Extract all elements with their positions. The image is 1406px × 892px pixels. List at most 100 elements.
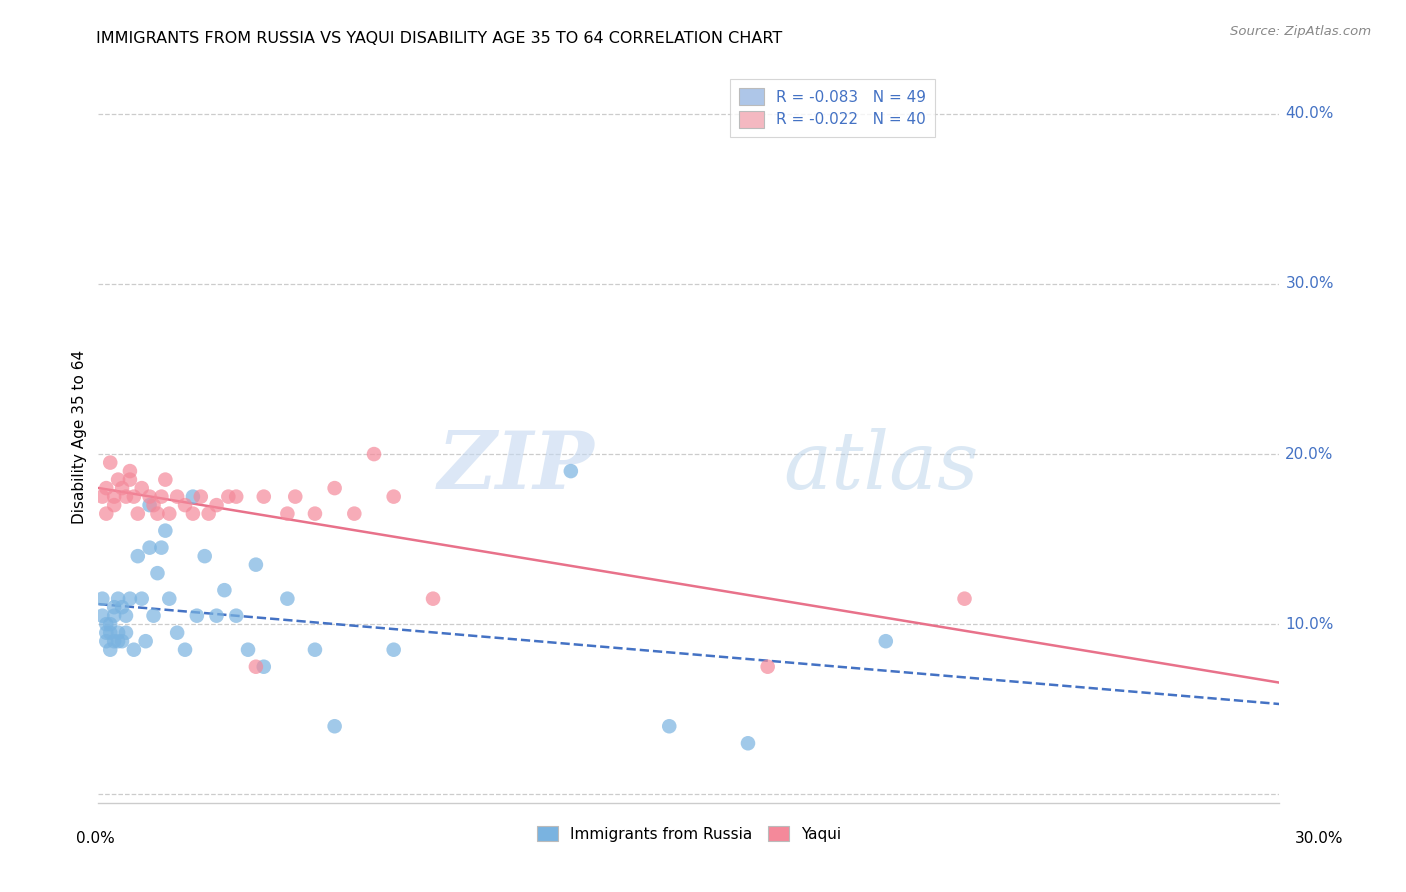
Point xyxy=(205,608,228,623)
Point xyxy=(225,490,247,504)
Point xyxy=(756,659,779,673)
Point xyxy=(953,591,976,606)
Point xyxy=(96,634,118,648)
Point xyxy=(96,507,118,521)
Point xyxy=(98,617,121,632)
Point xyxy=(96,625,118,640)
Point xyxy=(118,464,141,478)
Point xyxy=(122,490,145,504)
Point xyxy=(343,507,366,521)
Point xyxy=(323,481,346,495)
Point xyxy=(115,490,138,504)
Point xyxy=(181,507,204,521)
Point xyxy=(181,490,204,504)
Point xyxy=(131,591,153,606)
Point xyxy=(138,541,160,555)
Point xyxy=(107,473,129,487)
Point xyxy=(155,524,177,538)
Point xyxy=(127,507,149,521)
Point xyxy=(103,600,125,615)
Point xyxy=(174,642,197,657)
Point xyxy=(142,498,165,512)
Point xyxy=(103,498,125,512)
Text: ZIP: ZIP xyxy=(437,427,595,505)
Point xyxy=(276,507,298,521)
Point xyxy=(103,634,125,648)
Point xyxy=(96,481,118,495)
Point xyxy=(107,591,129,606)
Point xyxy=(737,736,759,750)
Point xyxy=(157,507,180,521)
Point xyxy=(103,608,125,623)
Point xyxy=(111,481,134,495)
Text: 20.0%: 20.0% xyxy=(1285,447,1334,461)
Point xyxy=(658,719,681,733)
Point xyxy=(107,625,129,640)
Point xyxy=(98,642,121,657)
Point xyxy=(560,464,582,478)
Point xyxy=(115,625,138,640)
Point xyxy=(304,642,326,657)
Legend: Immigrants from Russia, Yaqui: Immigrants from Russia, Yaqui xyxy=(530,820,848,847)
Point xyxy=(174,498,197,512)
Point xyxy=(155,473,177,487)
Point xyxy=(98,456,121,470)
Point xyxy=(150,490,173,504)
Point xyxy=(127,549,149,563)
Point xyxy=(284,490,307,504)
Point xyxy=(304,507,326,521)
Point xyxy=(253,490,276,504)
Point xyxy=(276,591,298,606)
Text: 10.0%: 10.0% xyxy=(1285,616,1334,632)
Point xyxy=(91,591,114,606)
Point xyxy=(118,473,141,487)
Point xyxy=(96,617,118,632)
Point xyxy=(363,447,385,461)
Text: 0.0%: 0.0% xyxy=(76,831,115,846)
Point xyxy=(146,507,169,521)
Point xyxy=(166,490,188,504)
Point xyxy=(157,591,180,606)
Point xyxy=(115,608,138,623)
Point xyxy=(323,719,346,733)
Point xyxy=(118,591,141,606)
Point xyxy=(103,490,125,504)
Point xyxy=(190,490,212,504)
Point xyxy=(214,583,236,598)
Point xyxy=(225,608,247,623)
Point xyxy=(875,634,897,648)
Text: Source: ZipAtlas.com: Source: ZipAtlas.com xyxy=(1230,25,1371,38)
Text: IMMIGRANTS FROM RUSSIA VS YAQUI DISABILITY AGE 35 TO 64 CORRELATION CHART: IMMIGRANTS FROM RUSSIA VS YAQUI DISABILI… xyxy=(96,31,782,46)
Point xyxy=(217,490,239,504)
Point xyxy=(186,608,208,623)
Point xyxy=(197,507,219,521)
Point xyxy=(245,659,267,673)
Point xyxy=(107,634,129,648)
Point xyxy=(138,490,160,504)
Point xyxy=(91,608,114,623)
Text: atlas: atlas xyxy=(783,427,979,505)
Point xyxy=(253,659,276,673)
Text: 40.0%: 40.0% xyxy=(1285,106,1334,121)
Point xyxy=(245,558,267,572)
Point xyxy=(236,642,259,657)
Text: 30.0%: 30.0% xyxy=(1295,831,1343,846)
Text: 30.0%: 30.0% xyxy=(1285,277,1334,292)
Point xyxy=(131,481,153,495)
Point xyxy=(146,566,169,581)
Y-axis label: Disability Age 35 to 64: Disability Age 35 to 64 xyxy=(72,350,87,524)
Point xyxy=(166,625,188,640)
Point xyxy=(135,634,157,648)
Point xyxy=(122,642,145,657)
Point xyxy=(382,490,405,504)
Point xyxy=(382,642,405,657)
Point xyxy=(91,490,114,504)
Point xyxy=(194,549,217,563)
Point xyxy=(422,591,444,606)
Point xyxy=(142,608,165,623)
Point xyxy=(111,600,134,615)
Point xyxy=(150,541,173,555)
Point xyxy=(205,498,228,512)
Point xyxy=(111,634,134,648)
Point xyxy=(98,625,121,640)
